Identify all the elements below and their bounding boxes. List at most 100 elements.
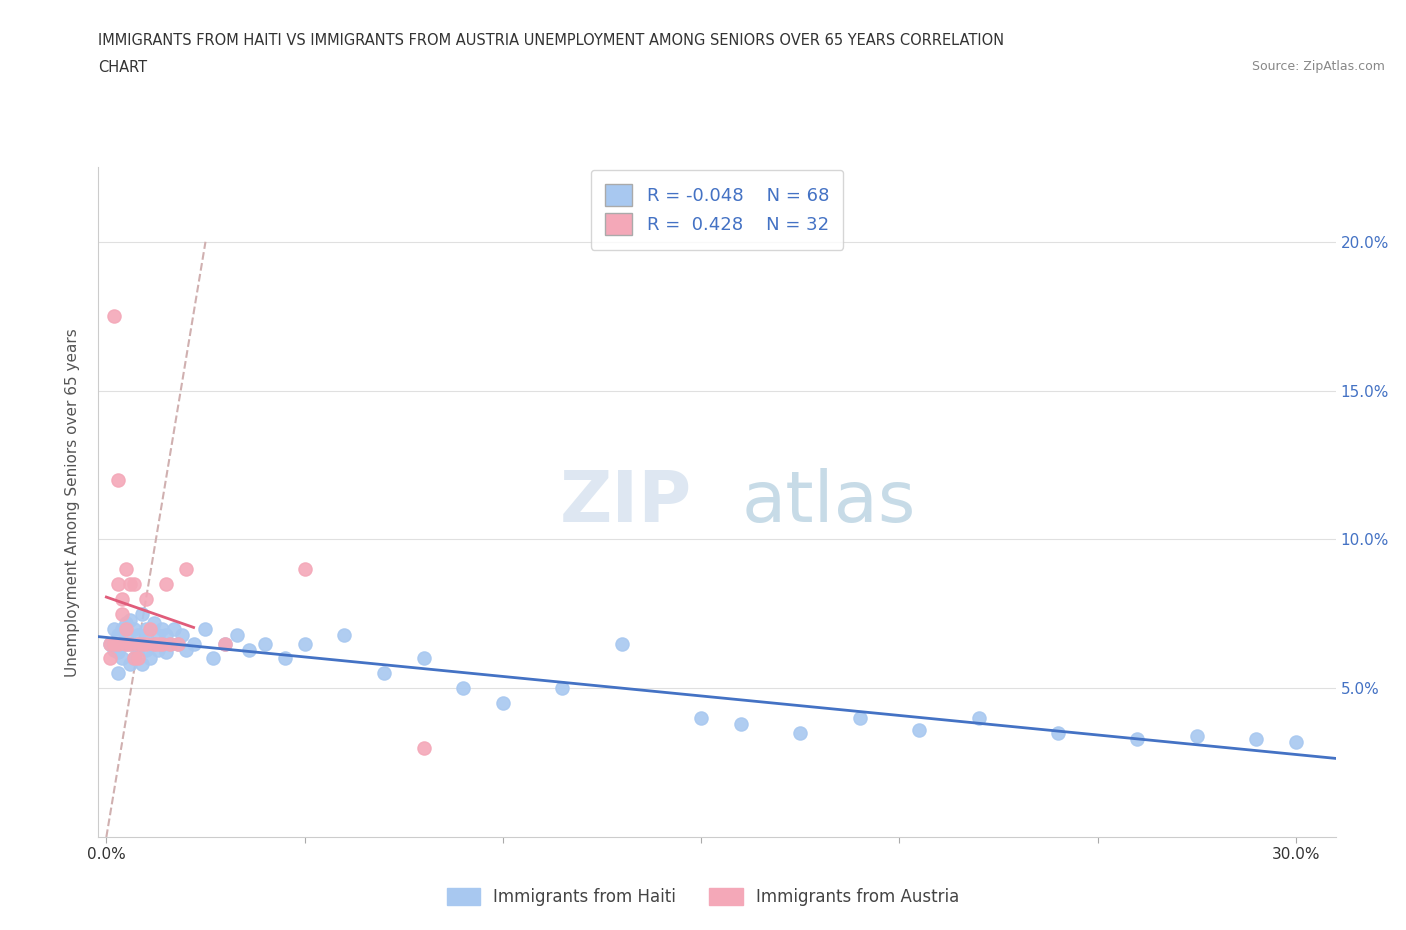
Point (690, 711, 713, 725)
Point (412, 651, 434, 666)
Text: atlas: atlas (742, 468, 917, 537)
Point (142, 636, 165, 651)
Text: CHART: CHART (98, 60, 148, 75)
Point (135, 621, 157, 636)
Point (159, 636, 181, 651)
Point (103, 309, 125, 324)
Point (163, 621, 186, 636)
Point (174, 642, 197, 657)
Point (150, 636, 173, 651)
Point (120, 657, 142, 671)
Point (214, 636, 236, 651)
Point (122, 621, 145, 636)
Point (107, 636, 129, 651)
Point (107, 645, 129, 660)
Point (131, 657, 153, 671)
Point (551, 681, 574, 696)
Point (111, 636, 134, 651)
Point (150, 621, 173, 636)
Point (98, 636, 121, 651)
Point (98, 651, 121, 666)
Point (103, 621, 125, 636)
Point (967, 711, 990, 725)
Point (333, 627, 356, 642)
Point (107, 627, 129, 642)
Point (127, 627, 149, 642)
Point (127, 636, 149, 651)
Point (226, 627, 249, 642)
Point (412, 740, 434, 755)
Point (1246, 731, 1268, 746)
Point (1185, 728, 1208, 743)
Point (103, 636, 125, 651)
Point (183, 636, 205, 651)
Text: ZIP: ZIP (560, 468, 692, 537)
Point (155, 577, 177, 591)
Point (146, 642, 169, 657)
Point (107, 577, 129, 591)
Point (115, 616, 138, 631)
Point (150, 636, 173, 651)
Point (122, 651, 145, 666)
Point (120, 612, 142, 627)
Point (131, 606, 153, 621)
Point (146, 627, 169, 642)
Point (107, 666, 129, 681)
Point (115, 621, 138, 636)
Point (1285, 735, 1308, 750)
Point (135, 642, 157, 657)
Point (159, 636, 181, 651)
Point (166, 636, 188, 651)
Point (849, 711, 872, 725)
Point (610, 636, 633, 651)
Point (146, 636, 169, 651)
Point (214, 636, 236, 651)
Point (908, 723, 931, 737)
Point (115, 636, 138, 651)
Point (194, 621, 217, 636)
Point (127, 642, 149, 657)
Point (131, 636, 153, 651)
Point (274, 651, 297, 666)
Point (120, 577, 142, 591)
Legend: R = -0.048    N = 68, R =  0.428    N = 32: R = -0.048 N = 68, R = 0.428 N = 32 (591, 170, 844, 250)
Text: Source: ZipAtlas.com: Source: ZipAtlas.com (1251, 60, 1385, 73)
Point (202, 651, 225, 666)
Point (131, 636, 153, 651)
Point (111, 621, 134, 636)
Text: IMMIGRANTS FROM HAITI VS IMMIGRANTS FROM AUSTRIA UNEMPLOYMENT AMONG SENIORS OVER: IMMIGRANTS FROM HAITI VS IMMIGRANTS FROM… (98, 33, 1004, 47)
Point (294, 636, 316, 651)
Point (115, 636, 138, 651)
Point (135, 636, 157, 651)
Point (111, 651, 134, 666)
Point (127, 651, 149, 666)
Point (373, 666, 395, 681)
Point (170, 627, 193, 642)
Y-axis label: Unemployment Among Seniors over 65 years: Unemployment Among Seniors over 65 years (65, 328, 80, 677)
Point (142, 636, 165, 651)
Point (120, 636, 142, 651)
Point (120, 636, 142, 651)
Point (122, 636, 145, 651)
Point (103, 642, 125, 657)
Point (111, 591, 134, 606)
Point (492, 696, 515, 711)
Point (174, 562, 197, 577)
Point (107, 472, 129, 487)
Point (139, 651, 162, 666)
Point (730, 716, 752, 731)
Point (238, 642, 260, 657)
Legend: Immigrants from Haiti, Immigrants from Austria: Immigrants from Haiti, Immigrants from A… (440, 881, 966, 912)
Point (294, 562, 316, 577)
Point (98, 636, 121, 651)
Point (451, 681, 474, 696)
Point (115, 562, 138, 577)
Point (253, 636, 276, 651)
Point (111, 606, 134, 621)
Point (1047, 725, 1070, 740)
Point (115, 627, 138, 642)
Point (166, 636, 188, 651)
Point (139, 636, 162, 651)
Point (122, 651, 145, 666)
Point (135, 591, 157, 606)
